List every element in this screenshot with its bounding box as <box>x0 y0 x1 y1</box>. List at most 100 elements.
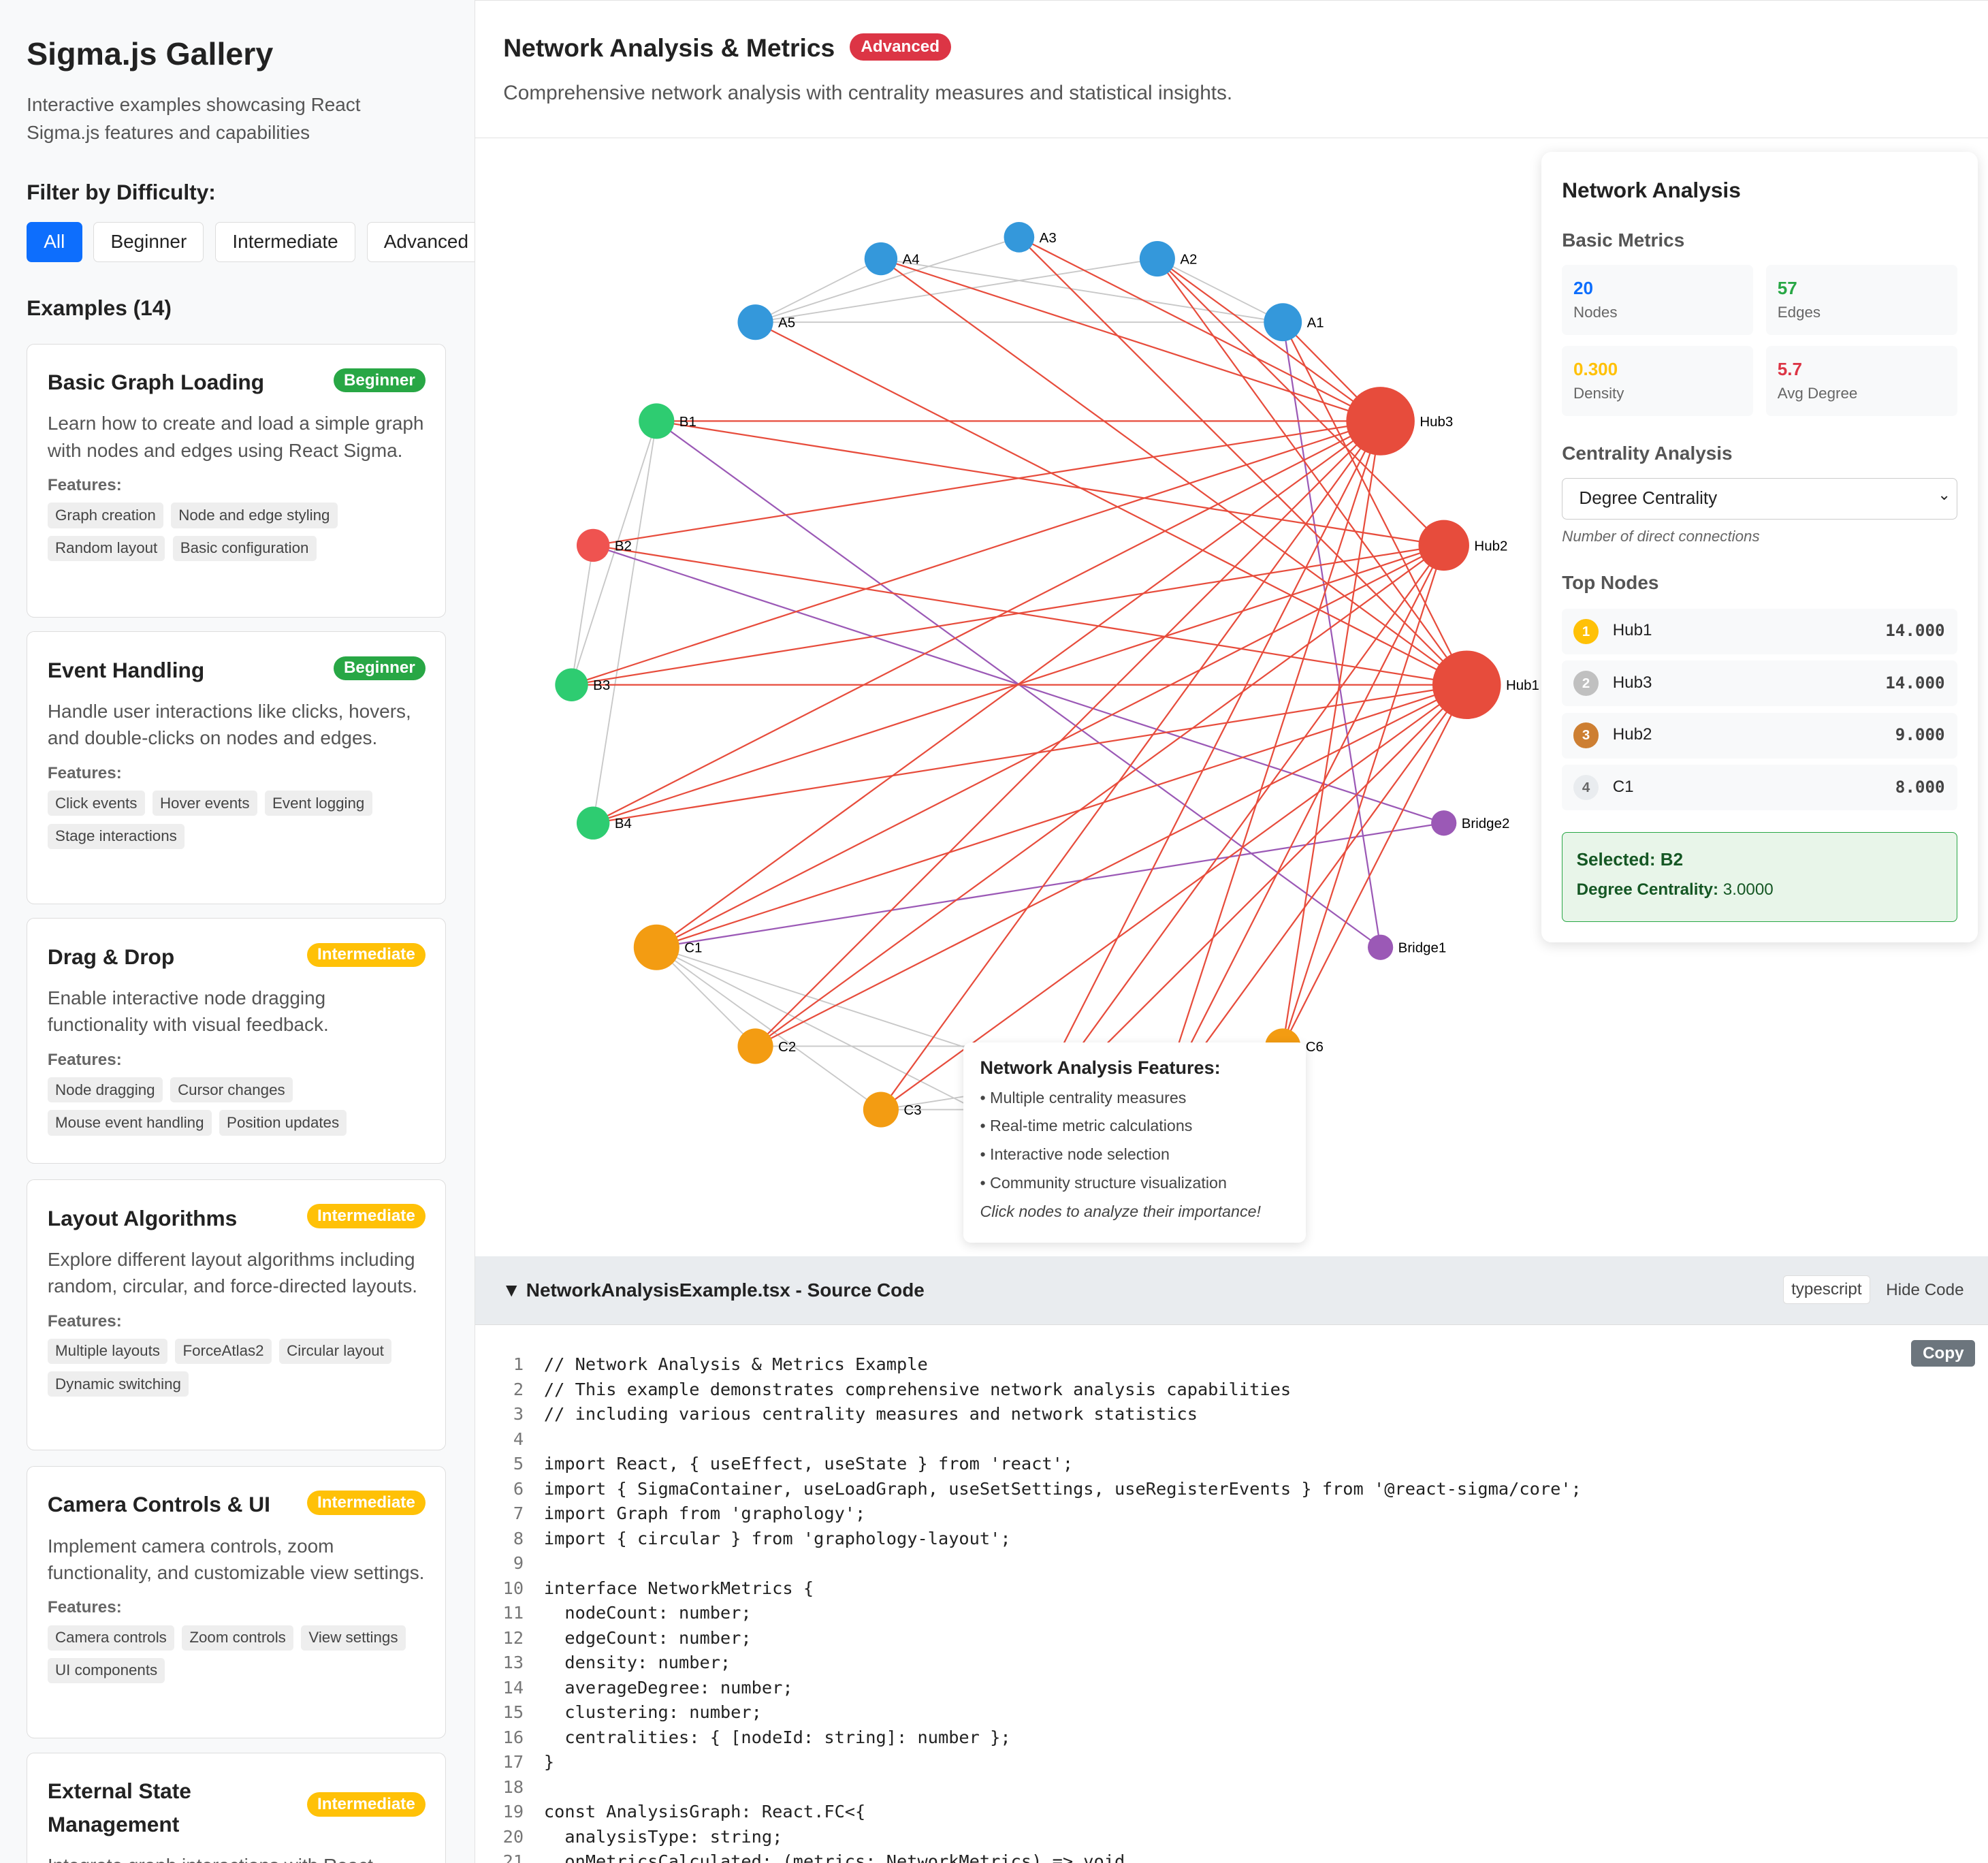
example-card[interactable]: Camera Controls & UI Intermediate Implem… <box>27 1465 447 1739</box>
edge-Hub1-C5 <box>1157 684 1468 1111</box>
node-B4[interactable] <box>577 806 610 840</box>
node-A3[interactable] <box>1004 221 1035 253</box>
centrality-hint: Number of direct connections <box>1562 527 1760 545</box>
edge-Hub2-C4 <box>1019 545 1445 1132</box>
top-node-row[interactable]: 3 Hub2 9.000 <box>1562 712 1958 759</box>
source-code-toggle[interactable]: ▼ NetworkAnalysisExample.tsx - Source Co… <box>475 1256 1988 1325</box>
filter-beginner-button[interactable]: Beginner <box>93 221 204 263</box>
line-number: 16 <box>502 1726 524 1747</box>
code-text: centralities: { [nodeId: string]: number… <box>543 1726 1011 1747</box>
metric-value: 20 <box>1573 277 1593 298</box>
source-code-title: ▼ NetworkAnalysisExample.tsx - Source Co… <box>502 1279 925 1301</box>
code-text: import { circular } from 'graphology-lay… <box>543 1527 1011 1548</box>
line-number: 1 <box>513 1354 524 1375</box>
example-card[interactable]: External State Management Intermediate I… <box>27 1752 447 1863</box>
code-text: import Graph from 'graphology'; <box>543 1503 866 1524</box>
node-label: B1 <box>679 414 696 430</box>
line-number: 6 <box>513 1478 524 1499</box>
code-line: 9 <box>475 1550 544 1576</box>
edge-Hub2-A2 <box>1157 258 1445 546</box>
edge-Hub3-A2 <box>1157 257 1381 422</box>
code-text: import { SigmaContainer, useLoadGraph, u… <box>543 1478 1582 1499</box>
feature-tag: Dynamic switching <box>47 1371 189 1397</box>
node-A1[interactable] <box>1264 303 1302 341</box>
example-card[interactable]: Basic Graph Loading Beginner Learn how t… <box>27 343 447 618</box>
centrality-select[interactable]: Degree Centrality ⌄ <box>1562 478 1958 520</box>
edge-Hub1-B2 <box>593 544 1467 686</box>
code-line: 17} <box>475 1749 555 1774</box>
code-line: 13 density: number; <box>475 1650 731 1675</box>
line-number: 7 <box>513 1503 524 1524</box>
feature-tag: View settings <box>301 1625 406 1651</box>
node-name: C1 <box>1612 777 1634 796</box>
node-name: Hub3 <box>1612 673 1652 692</box>
node-Hub2[interactable] <box>1418 520 1470 571</box>
top-node-row[interactable]: 4 C1 8.000 <box>1562 764 1958 810</box>
metric-value: 57 <box>1777 277 1797 298</box>
difficulty-badge: Intermediate <box>307 942 426 968</box>
node-Hub3[interactable] <box>1346 386 1415 456</box>
node-C3[interactable] <box>863 1092 899 1128</box>
line-number: 20 <box>502 1826 524 1847</box>
example-card[interactable]: Event Handling Beginner Handle user inte… <box>27 631 447 904</box>
node-label: Hub1 <box>1506 678 1539 693</box>
edge-Hub3-A4 <box>880 257 1381 422</box>
edge-C1-C2 <box>656 946 756 1047</box>
sidebar: Sigma.js Gallery Interactive examples sh… <box>0 0 476 1863</box>
edge-Hub3-C5 <box>1157 420 1381 1110</box>
code-line: 15 clustering: number; <box>475 1700 762 1725</box>
metric-value: 5.7 <box>1777 358 1803 379</box>
edge-Hub3-C6 <box>1282 421 1382 1047</box>
edge-B1-B4 <box>592 421 658 823</box>
features-label: Features: <box>47 476 122 495</box>
line-number: 21 <box>502 1851 524 1863</box>
edge-Hub2-C6 <box>1282 545 1445 1047</box>
node-name: Hub2 <box>1612 725 1652 744</box>
centrality-value: 14.000 <box>1885 673 1945 692</box>
centrality-value: 14.000 <box>1885 621 1945 641</box>
code-line: 8 import { circular } from 'graphology-la… <box>475 1526 1011 1551</box>
edge-Hub1-C3 <box>880 684 1468 1111</box>
node-Bridge1[interactable] <box>1368 934 1394 960</box>
edge-Hub3-B4 <box>592 420 1381 824</box>
node-Bridge2[interactable] <box>1431 810 1457 836</box>
edge-C1-C3 <box>656 946 882 1111</box>
edge-Hub2-C1 <box>656 544 1445 949</box>
node-label: C1 <box>685 940 703 955</box>
node-B1[interactable] <box>639 403 675 439</box>
example-card[interactable]: Drag & Drop Intermediate Enable interact… <box>27 918 447 1164</box>
node-A5[interactable] <box>737 304 773 340</box>
code-text: } <box>543 1751 555 1772</box>
feature-tag: Click events <box>47 791 145 816</box>
edge-A5-A2 <box>755 257 1158 323</box>
filter-all-button[interactable]: All <box>27 221 82 263</box>
node-A2[interactable] <box>1140 240 1176 276</box>
node-label: C6 <box>1306 1039 1324 1055</box>
feature-tag: Event logging <box>264 791 372 816</box>
node-B2[interactable] <box>577 528 610 562</box>
example-card[interactable]: Layout Algorithms Intermediate Explore d… <box>27 1179 447 1451</box>
code-line: 18 <box>475 1774 544 1800</box>
edge-Hub1-C1 <box>656 684 1467 949</box>
feature-tag: Basic configuration <box>172 535 317 561</box>
card-description: Handle user interactions like clicks, ho… <box>47 701 411 749</box>
feature-tag: Circular layout <box>278 1338 391 1364</box>
code-text: density: number; <box>543 1652 731 1673</box>
edge-Hub1-B4 <box>593 684 1467 824</box>
filter-advanced-button[interactable]: Advanced <box>366 221 475 263</box>
metric-label: Density <box>1573 385 1624 402</box>
node-B3[interactable] <box>555 668 589 701</box>
feature-tag: Multiple layouts <box>47 1338 168 1364</box>
node-C1[interactable] <box>634 924 680 970</box>
node-Hub1[interactable] <box>1432 650 1501 719</box>
gallery-title: Sigma.js Gallery <box>27 36 274 72</box>
node-C2[interactable] <box>737 1028 773 1064</box>
features-label: Features: <box>47 1050 122 1069</box>
node-A4[interactable] <box>865 242 898 276</box>
top-node-row[interactable]: 1 Hub1 14.000 <box>1562 608 1958 654</box>
hide-code-button[interactable]: Hide Code <box>1886 1280 1964 1299</box>
edge-Hub3-B2 <box>593 420 1381 546</box>
top-node-row[interactable]: 2 Hub3 14.000 <box>1562 660 1958 707</box>
copy-button[interactable]: Copy <box>1911 1340 1976 1367</box>
filter-intermediate-button[interactable]: Intermediate <box>215 221 355 263</box>
